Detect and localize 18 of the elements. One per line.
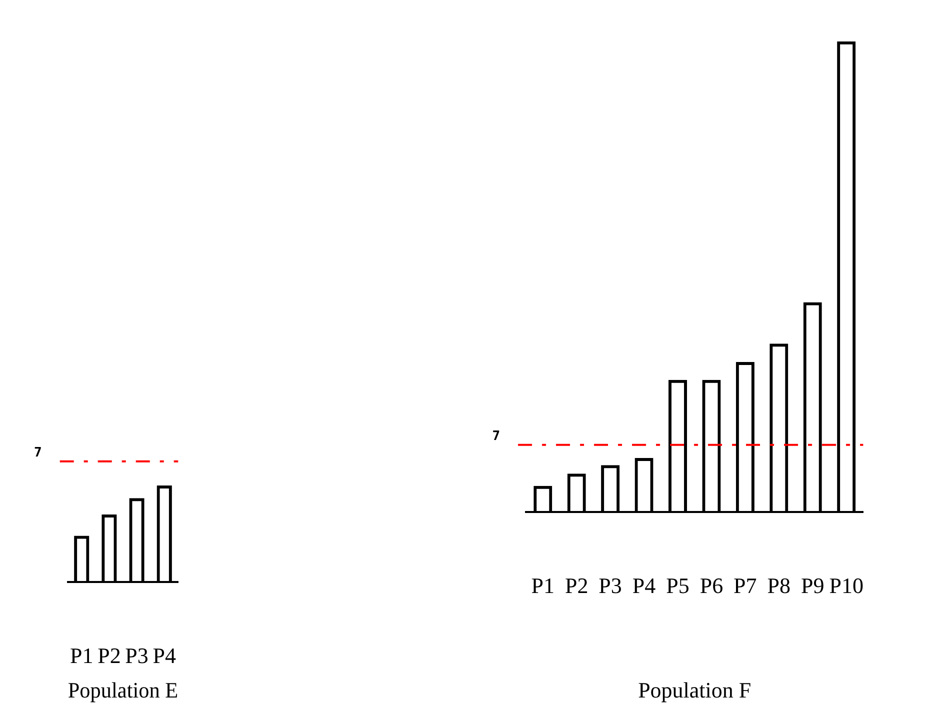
x-axis-title: Population E <box>68 678 178 703</box>
x-tick-label: P6 <box>700 573 724 598</box>
text: 7 <box>492 428 500 444</box>
text: 7 <box>34 445 42 460</box>
x-tick-label: P4 <box>632 573 656 598</box>
x-tick-label: P1 <box>70 642 94 668</box>
x-tick-label: P1 <box>531 573 554 598</box>
x-tick-label: P3 <box>125 642 148 668</box>
x-tick-label: P9 <box>800 573 824 598</box>
x-tick-label: P8 <box>767 573 791 598</box>
x-tick-label: P2 <box>98 642 121 668</box>
x-tick-label: P7 <box>734 573 757 598</box>
x-tick-label: P3 <box>598 573 622 598</box>
x-tick-label: P4 <box>152 642 176 668</box>
x-tick-label: P10 <box>829 573 864 598</box>
x-axis-title: Population F <box>638 678 752 703</box>
x-tick-label: P5 <box>666 573 690 598</box>
x-tick-label: P2 <box>564 573 588 598</box>
